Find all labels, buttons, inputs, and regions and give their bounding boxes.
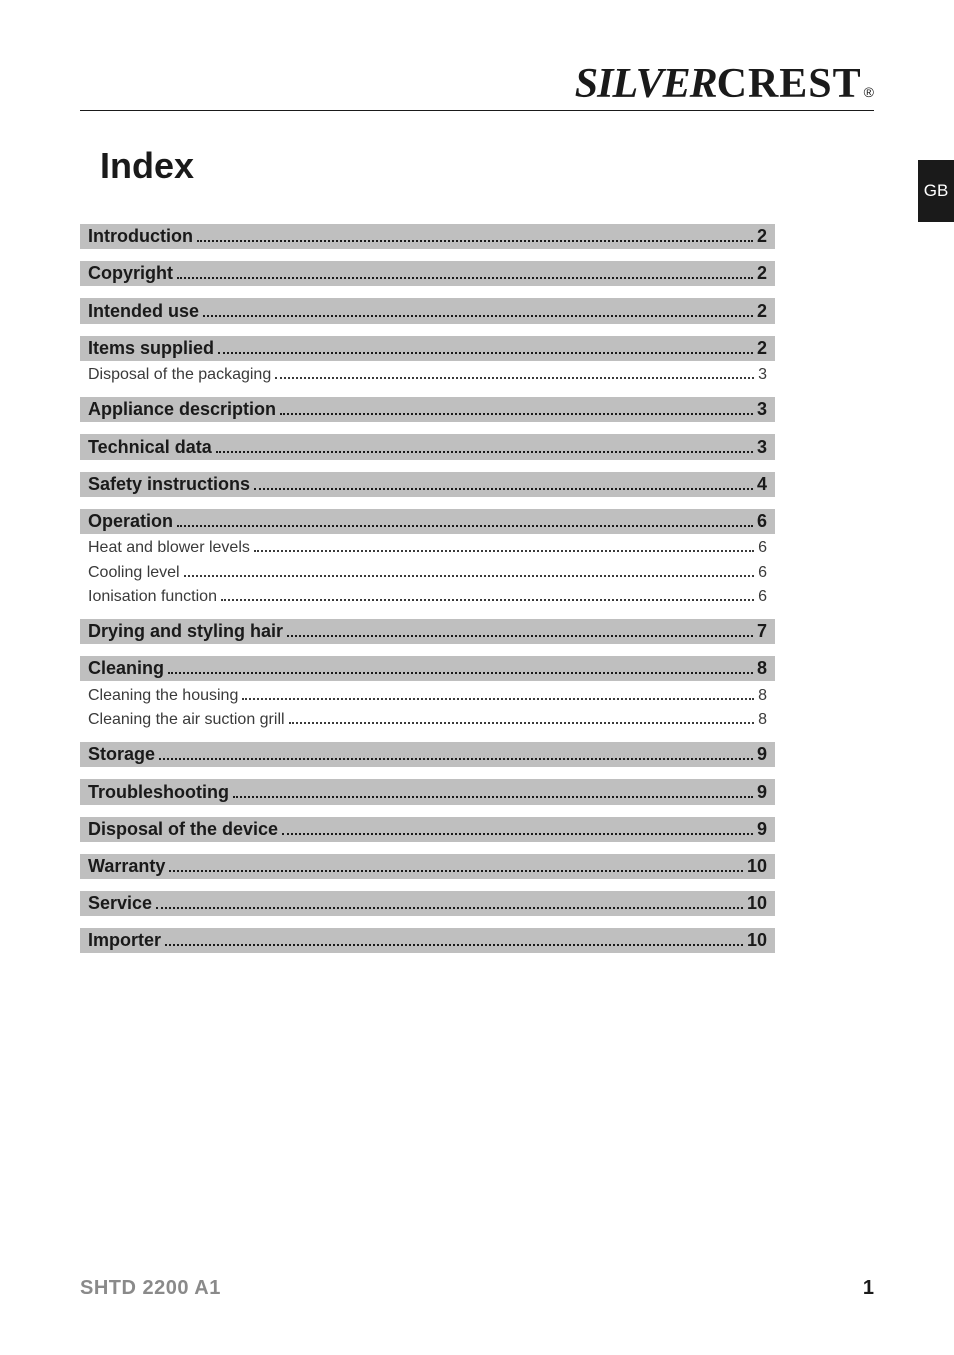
footer-page-number: 1 bbox=[863, 1277, 874, 1300]
toc-section-row: Technical data 3 bbox=[80, 434, 775, 459]
toc-leader bbox=[221, 587, 754, 601]
toc-entry-page: 3 bbox=[757, 399, 767, 420]
toc-leader bbox=[254, 474, 753, 490]
toc-entry-label: Ionisation function bbox=[88, 588, 217, 606]
toc-leader bbox=[165, 930, 743, 946]
toc-leader bbox=[233, 781, 753, 797]
toc-entry-label: Warranty bbox=[88, 856, 165, 877]
toc-leader bbox=[289, 710, 755, 724]
toc-entry-label: Cleaning bbox=[88, 658, 164, 679]
table-of-contents: Introduction2Copyright2Intended use2Item… bbox=[80, 212, 775, 953]
toc-entry-page: 3 bbox=[757, 437, 767, 458]
toc-entry-page: 10 bbox=[747, 893, 767, 914]
toc-entry-label: Cleaning the air suction grill bbox=[88, 711, 285, 729]
toc-entry-label: Disposal of the device bbox=[88, 819, 278, 840]
brand-registered: ® bbox=[864, 84, 874, 100]
toc-entry-page: 9 bbox=[757, 782, 767, 803]
toc-leader bbox=[254, 538, 754, 552]
toc-entry-label: Operation bbox=[88, 511, 173, 532]
toc-section-row: Storage 9 bbox=[80, 742, 775, 767]
toc-leader bbox=[177, 511, 753, 527]
toc-sub-row: Disposal of the packaging 3 bbox=[80, 364, 775, 385]
language-tab-label: GB bbox=[924, 181, 949, 201]
toc-leader bbox=[159, 744, 753, 760]
toc-entry-page: 6 bbox=[757, 511, 767, 532]
footer-model: SHTD 2200 A1 bbox=[80, 1277, 221, 1300]
toc-entry-page: 3 bbox=[758, 366, 767, 384]
toc-sub-row: Cleaning the air suction grill 8 bbox=[80, 709, 775, 730]
toc-entry-label: Items supplied bbox=[88, 338, 214, 359]
toc-leader bbox=[184, 562, 754, 576]
toc-section-row: Appliance description 3 bbox=[80, 397, 775, 422]
toc-leader bbox=[203, 300, 753, 316]
toc-section-row: Introduction 2 bbox=[80, 224, 775, 249]
toc-entry-label: Troubleshooting bbox=[88, 782, 229, 803]
toc-entry-page: 6 bbox=[758, 539, 767, 557]
toc-leader bbox=[242, 685, 754, 699]
toc-leader bbox=[197, 226, 753, 242]
toc-entry-page: 2 bbox=[757, 301, 767, 322]
toc-entry-label: Technical data bbox=[88, 437, 212, 458]
toc-sub-row: Cleaning the housing 8 bbox=[80, 684, 775, 705]
toc-entry-label: Cooling level bbox=[88, 564, 180, 582]
toc-section-row: Operation 6 bbox=[80, 509, 775, 534]
toc-leader bbox=[216, 436, 753, 452]
toc-section-row: Safety instructions 4 bbox=[80, 472, 775, 497]
toc-entry-label: Service bbox=[88, 893, 152, 914]
toc-entry-label: Importer bbox=[88, 930, 161, 951]
toc-entry-page: 4 bbox=[757, 474, 767, 495]
toc-sub-row: Heat and blower levels 6 bbox=[80, 537, 775, 558]
toc-entry-page: 8 bbox=[757, 658, 767, 679]
toc-leader bbox=[287, 621, 753, 637]
toc-entry-label: Storage bbox=[88, 744, 155, 765]
brand-part1: SILVER bbox=[575, 60, 717, 108]
toc-leader bbox=[177, 263, 753, 279]
header-rule bbox=[80, 110, 874, 111]
toc-section-row: Disposal of the device 9 bbox=[80, 817, 775, 842]
toc-entry-label: Disposal of the packaging bbox=[88, 366, 271, 384]
toc-entry-page: 2 bbox=[757, 263, 767, 284]
toc-entry-page: 2 bbox=[757, 226, 767, 247]
toc-leader bbox=[282, 819, 753, 835]
toc-entry-page: 6 bbox=[758, 588, 767, 606]
toc-section-row: Drying and styling hair 7 bbox=[80, 619, 775, 644]
page-title: Index bbox=[100, 145, 194, 187]
brand-part2: CREST bbox=[717, 60, 862, 108]
toc-section-row: Service 10 bbox=[80, 891, 775, 916]
toc-entry-page: 2 bbox=[757, 338, 767, 359]
toc-section-row: Cleaning 8 bbox=[80, 656, 775, 681]
toc-sub-row: Cooling level 6 bbox=[80, 561, 775, 582]
toc-entry-page: 6 bbox=[758, 564, 767, 582]
toc-leader bbox=[156, 893, 743, 909]
toc-entry-page: 8 bbox=[758, 687, 767, 705]
toc-entry-label: Heat and blower levels bbox=[88, 539, 250, 557]
language-tab: GB bbox=[918, 160, 954, 222]
toc-entry-page: 7 bbox=[757, 621, 767, 642]
toc-entry-label: Cleaning the housing bbox=[88, 687, 238, 705]
toc-section-row: Troubleshooting 9 bbox=[80, 779, 775, 804]
toc-entry-label: Drying and styling hair bbox=[88, 621, 283, 642]
toc-entry-page: 9 bbox=[757, 819, 767, 840]
toc-entry-page: 8 bbox=[758, 711, 767, 729]
toc-entry-label: Introduction bbox=[88, 226, 193, 247]
toc-leader bbox=[280, 399, 753, 415]
toc-leader bbox=[169, 856, 743, 872]
brand-logo: SILVER CREST ® bbox=[575, 60, 874, 108]
toc-section-row: Intended use 2 bbox=[80, 298, 775, 323]
toc-entry-label: Safety instructions bbox=[88, 474, 250, 495]
toc-leader bbox=[168, 658, 753, 674]
toc-section-row: Warranty 10 bbox=[80, 854, 775, 879]
toc-sub-row: Ionisation function 6 bbox=[80, 586, 775, 607]
toc-section-row: Importer 10 bbox=[80, 928, 775, 953]
toc-leader bbox=[275, 365, 754, 379]
toc-entry-label: Appliance description bbox=[88, 399, 276, 420]
toc-entry-page: 9 bbox=[757, 744, 767, 765]
toc-entry-label: Copyright bbox=[88, 263, 173, 284]
toc-leader bbox=[218, 338, 753, 354]
toc-entry-label: Intended use bbox=[88, 301, 199, 322]
toc-entry-page: 10 bbox=[747, 856, 767, 877]
toc-section-row: Items supplied 2 bbox=[80, 336, 775, 361]
toc-entry-page: 10 bbox=[747, 930, 767, 951]
toc-section-row: Copyright 2 bbox=[80, 261, 775, 286]
